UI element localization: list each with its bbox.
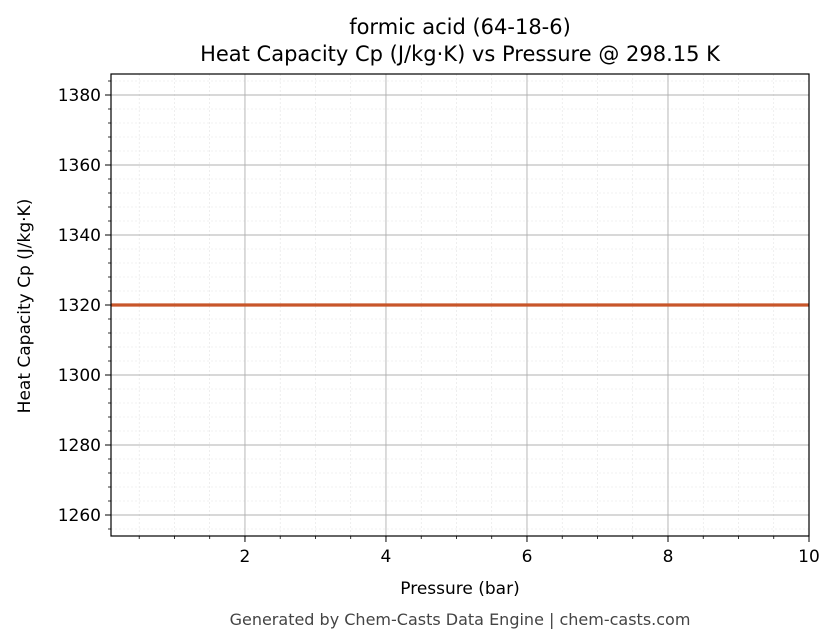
footer-credit: Generated by Chem-Casts Data Engine | ch… (230, 610, 691, 629)
y-axis-label: Heat Capacity Cp (J/kg·K) (15, 199, 35, 414)
y-tick-label: 1280 (58, 436, 101, 456)
chart-subtitle: Heat Capacity Cp (J/kg·K) vs Pressure @ … (200, 42, 721, 66)
chart-title: formic acid (64-18-6) (349, 15, 571, 39)
x-tick-label: 4 (381, 547, 392, 567)
minor-grid (111, 74, 809, 536)
y-tick-label: 1260 (58, 506, 101, 526)
y-tick-label: 1360 (58, 156, 101, 176)
x-tick-label: 8 (663, 547, 674, 567)
y-tick-label: 1340 (58, 226, 101, 246)
x-tick-label: 6 (522, 547, 533, 567)
y-tick-label: 1300 (58, 366, 101, 386)
x-axis-label: Pressure (bar) (400, 579, 519, 599)
y-axis-ticks: 1260 1280 1300 1320 1340 1360 1380 (58, 80, 111, 530)
y-tick-label: 1380 (58, 86, 101, 106)
y-tick-label: 1320 (58, 296, 101, 316)
x-tick-label: 10 (798, 547, 820, 567)
x-axis-ticks: 2 4 6 8 10 (138, 536, 820, 567)
x-tick-label: 2 (240, 547, 251, 567)
